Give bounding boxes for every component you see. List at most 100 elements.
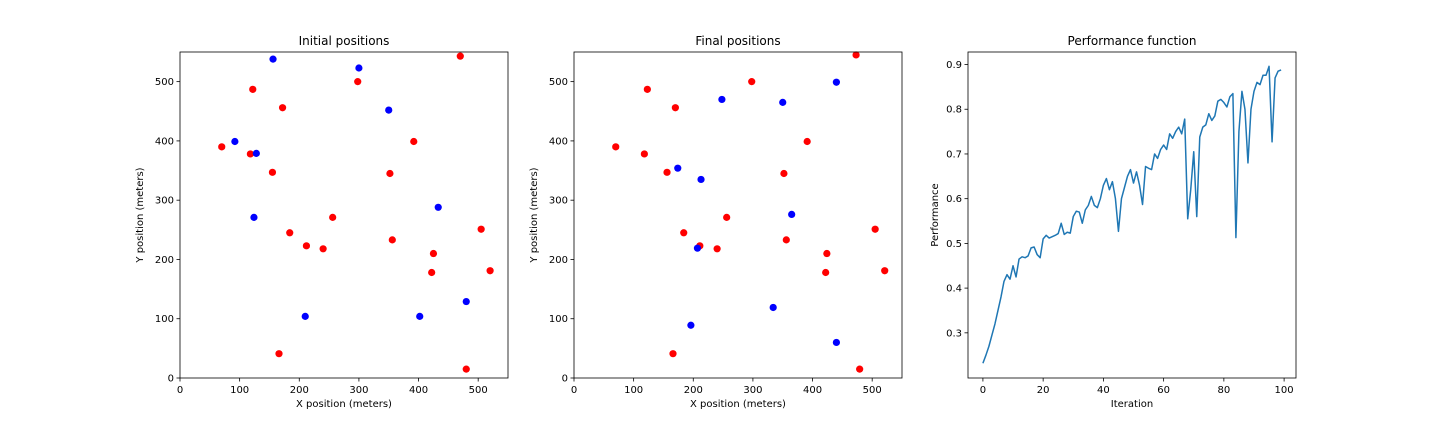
data-point-red-1	[748, 78, 756, 86]
x-tick-label: 300	[349, 385, 368, 396]
x-axis-label: Iteration	[1111, 399, 1153, 410]
data-point-red-13	[388, 236, 396, 244]
x-tick-label: 100	[230, 385, 249, 396]
data-point-blue-5	[788, 210, 796, 219]
y-tick-label: 0.5	[946, 239, 962, 250]
data-point-red-6	[246, 150, 254, 158]
x-axis-label: X position (meters)	[690, 399, 786, 410]
y-tick-label: 0.4	[946, 284, 962, 295]
data-point-blue-6	[693, 244, 702, 252]
x-tick-label: 400	[803, 385, 822, 396]
data-point-red-14	[429, 249, 438, 258]
data-point-blue-4	[697, 175, 705, 184]
data-point-red-10	[286, 229, 294, 237]
chart-panel-1: Initial positions 0 100 200 300 400 500 0 100 200…	[135, 34, 509, 410]
data-point-blue-3	[231, 137, 239, 146]
y-axis-label: Y position (meters)	[529, 167, 540, 263]
y-tick-label: 500	[155, 77, 174, 88]
x-tick-label: 500	[863, 385, 882, 396]
chart-title: Performance function	[1068, 34, 1197, 48]
data-point-red-17	[428, 268, 436, 277]
data-point-red-19	[856, 365, 864, 373]
data-point-red-5	[803, 137, 811, 146]
data-point-red-2	[249, 85, 257, 93]
chart-title: Final positions	[695, 34, 780, 48]
data-point-blue-4	[252, 149, 260, 157]
x-tick-label: 100	[624, 385, 643, 396]
y-tick-label: 0.3	[946, 328, 962, 339]
y-tick-label: 0.9	[946, 60, 962, 71]
x-tick-label: 300	[743, 385, 762, 396]
data-point-blue-7	[462, 297, 470, 306]
data-point-blue-9	[416, 312, 424, 320]
x-tick-label: 80	[1217, 385, 1230, 396]
y-tick-label: 500	[549, 77, 568, 88]
y-tick-label: 300	[549, 196, 568, 207]
data-point-blue-5	[434, 203, 442, 211]
data-point-blue-0	[832, 78, 841, 86]
y-axis-label: Y position (meters)	[135, 167, 146, 263]
x-tick-label: 60	[1157, 385, 1170, 396]
data-point-red-9	[723, 213, 731, 221]
data-point-red-16	[486, 267, 494, 275]
x-tick-label: 200	[684, 385, 703, 396]
axes-frame	[573, 51, 903, 379]
data-point-blue-8	[687, 321, 695, 329]
data-point-red-4	[218, 143, 226, 151]
x-axis-label: X position (meters)	[296, 399, 392, 410]
data-point-red-10	[680, 229, 688, 237]
chart-title: Initial positions	[299, 34, 390, 48]
x-tick-label: 500	[469, 385, 488, 396]
data-point-red-16	[881, 267, 889, 275]
y-tick-label: 0.7	[946, 149, 962, 160]
y-tick-label: 0.6	[946, 194, 962, 205]
data-point-red-7	[268, 168, 277, 176]
data-point-red-15	[871, 225, 879, 233]
data-point-blue-9	[832, 338, 841, 347]
data-point-red-4	[612, 143, 620, 151]
series-line-0	[982, 65, 1282, 364]
data-point-red-9	[329, 213, 337, 221]
data-point-red-2	[643, 85, 651, 93]
data-point-red-7	[663, 168, 671, 176]
data-point-red-5	[410, 137, 418, 146]
data-point-red-19	[462, 365, 470, 373]
y-tick-label: 0	[168, 374, 174, 385]
data-point-red-3	[278, 104, 287, 112]
data-point-red-18	[669, 350, 677, 358]
data-point-red-13	[782, 236, 790, 244]
y-tick-label: 400	[549, 136, 568, 147]
data-point-blue-1	[355, 64, 363, 72]
x-tick-label: 400	[409, 385, 428, 396]
x-tick-label: 200	[290, 385, 309, 396]
y-tick-label: 100	[549, 314, 568, 325]
x-tick-label: 0	[980, 385, 986, 396]
data-point-red-8	[386, 169, 394, 178]
x-tick-label: 40	[1097, 385, 1110, 396]
y-tick-label: 300	[155, 196, 174, 207]
data-point-blue-2	[779, 98, 787, 106]
data-point-red-14	[823, 249, 831, 258]
data-point-red-11	[302, 242, 311, 250]
data-point-blue-7	[769, 303, 777, 312]
x-tick-label: 100	[1275, 385, 1294, 396]
y-tick-label: 200	[549, 255, 568, 266]
data-point-blue-1	[718, 95, 726, 104]
axes-frame	[967, 51, 1297, 379]
data-point-red-12	[713, 245, 721, 253]
data-point-blue-3	[674, 164, 682, 172]
data-point-red-18	[275, 350, 283, 358]
y-axis-label: Performance	[930, 183, 941, 246]
data-point-red-17	[822, 268, 830, 277]
data-point-red-8	[780, 169, 788, 178]
y-tick-label: 0	[562, 374, 568, 385]
data-point-blue-6	[250, 213, 258, 221]
data-point-red-1	[354, 78, 362, 86]
x-tick-label: 0	[177, 385, 183, 396]
data-point-blue-8	[301, 312, 309, 320]
y-tick-label: 0.8	[946, 105, 962, 116]
y-tick-label: 200	[155, 255, 174, 266]
data-point-red-6	[640, 150, 648, 158]
chart-panel-3: Performance function 0 20 40 60 80 100 0.3 0.4 0.…	[930, 34, 1297, 410]
